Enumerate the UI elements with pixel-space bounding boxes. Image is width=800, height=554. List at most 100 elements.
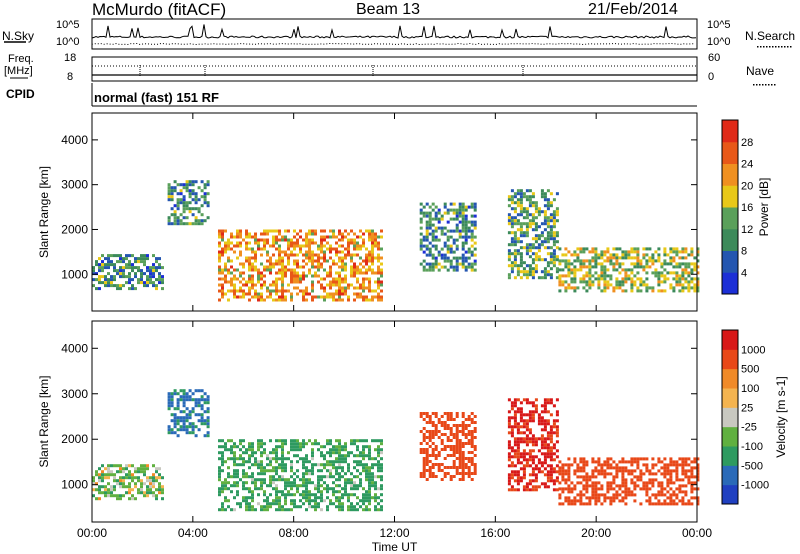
data-cell [507, 476, 511, 480]
data-cell [311, 289, 314, 293]
data-cell [311, 229, 314, 233]
data-cell [422, 427, 426, 430]
data-cell [374, 235, 377, 239]
data-cell [543, 437, 547, 441]
data-cell [528, 419, 532, 423]
data-cell [245, 235, 248, 239]
data-cell [185, 413, 189, 417]
data-cell [437, 220, 441, 224]
data-cell [98, 269, 101, 273]
data-cell [648, 496, 652, 500]
data-cell [365, 268, 368, 272]
data-cell [567, 274, 571, 278]
data-cell [356, 484, 359, 488]
data-cell [311, 463, 314, 467]
data-cell [621, 280, 625, 284]
data-cell [464, 223, 468, 227]
data-cell [359, 229, 362, 233]
data-cell [510, 198, 514, 202]
data-cell [296, 490, 299, 494]
data-cell [248, 487, 251, 491]
data-cell [573, 484, 577, 488]
data-cell [377, 445, 380, 449]
data-cell [660, 487, 664, 491]
data-cell [428, 421, 432, 424]
data-cell [567, 259, 571, 263]
data-cell [143, 482, 146, 486]
data-cell [122, 476, 125, 480]
data-cell [582, 250, 586, 254]
data-cell [284, 496, 287, 500]
data-cell [528, 458, 532, 462]
data-cell [428, 232, 432, 236]
data-cell [684, 256, 688, 260]
data-cell [558, 472, 562, 476]
data-cell [197, 413, 201, 417]
data-cell [302, 292, 305, 296]
data-cell [612, 466, 616, 470]
data-cell [224, 496, 227, 500]
data-cell [473, 268, 477, 272]
data-cell [293, 241, 296, 245]
data-cell [356, 295, 359, 299]
data-cell [335, 247, 338, 251]
data-cell [558, 493, 562, 497]
data-cell [323, 463, 326, 467]
data-cell [440, 226, 444, 230]
data-cell [633, 481, 637, 485]
data-cell [431, 412, 435, 415]
data-cell [380, 478, 383, 482]
data-cell [374, 481, 377, 485]
data-cell [188, 395, 192, 399]
data-cell [143, 272, 146, 276]
data-cell [600, 502, 604, 506]
nsearch-legend-dot [757, 46, 759, 48]
data-cell [588, 265, 592, 269]
y-tick-label: 4000 [61, 341, 88, 355]
data-cell [458, 235, 462, 239]
data-cell [579, 460, 583, 464]
data-cell [233, 268, 236, 272]
data-cell [513, 195, 517, 199]
data-cell [534, 270, 538, 274]
data-cell [648, 286, 652, 290]
data-cell [669, 472, 673, 476]
data-cell [275, 262, 278, 266]
data-cell [272, 475, 275, 479]
data-cell [110, 464, 113, 468]
data-cell [323, 253, 326, 257]
data-cell [152, 281, 155, 285]
data-cell [443, 433, 447, 436]
data-cell [672, 256, 676, 260]
data-cell [525, 246, 529, 250]
data-cell [293, 505, 296, 509]
data-cell [134, 266, 137, 270]
nsky-tick-top: 10^5 [56, 19, 80, 31]
data-cell [251, 445, 254, 449]
data-cell [528, 455, 532, 459]
data-cell [455, 247, 459, 251]
data-cell [323, 238, 326, 242]
data-cell [248, 256, 251, 260]
data-cell [470, 472, 474, 475]
data-cell [597, 499, 601, 503]
data-cell [663, 475, 667, 479]
data-cell [461, 430, 465, 433]
data-cell [287, 490, 290, 494]
data-cell [239, 478, 242, 482]
data-cell [516, 249, 520, 253]
data-cell [221, 469, 224, 473]
data-cell [107, 494, 110, 498]
data-cell [630, 478, 634, 482]
data-cell [218, 475, 221, 479]
data-cell [437, 466, 441, 469]
nsearch-legend-dot [787, 46, 789, 48]
data-cell [567, 496, 571, 500]
data-cell [422, 412, 426, 415]
data-cell [368, 496, 371, 500]
data-cell [263, 448, 266, 452]
data-cell [449, 427, 453, 430]
data-cell [335, 289, 338, 293]
data-cell [329, 244, 332, 248]
data-cell [654, 496, 658, 500]
